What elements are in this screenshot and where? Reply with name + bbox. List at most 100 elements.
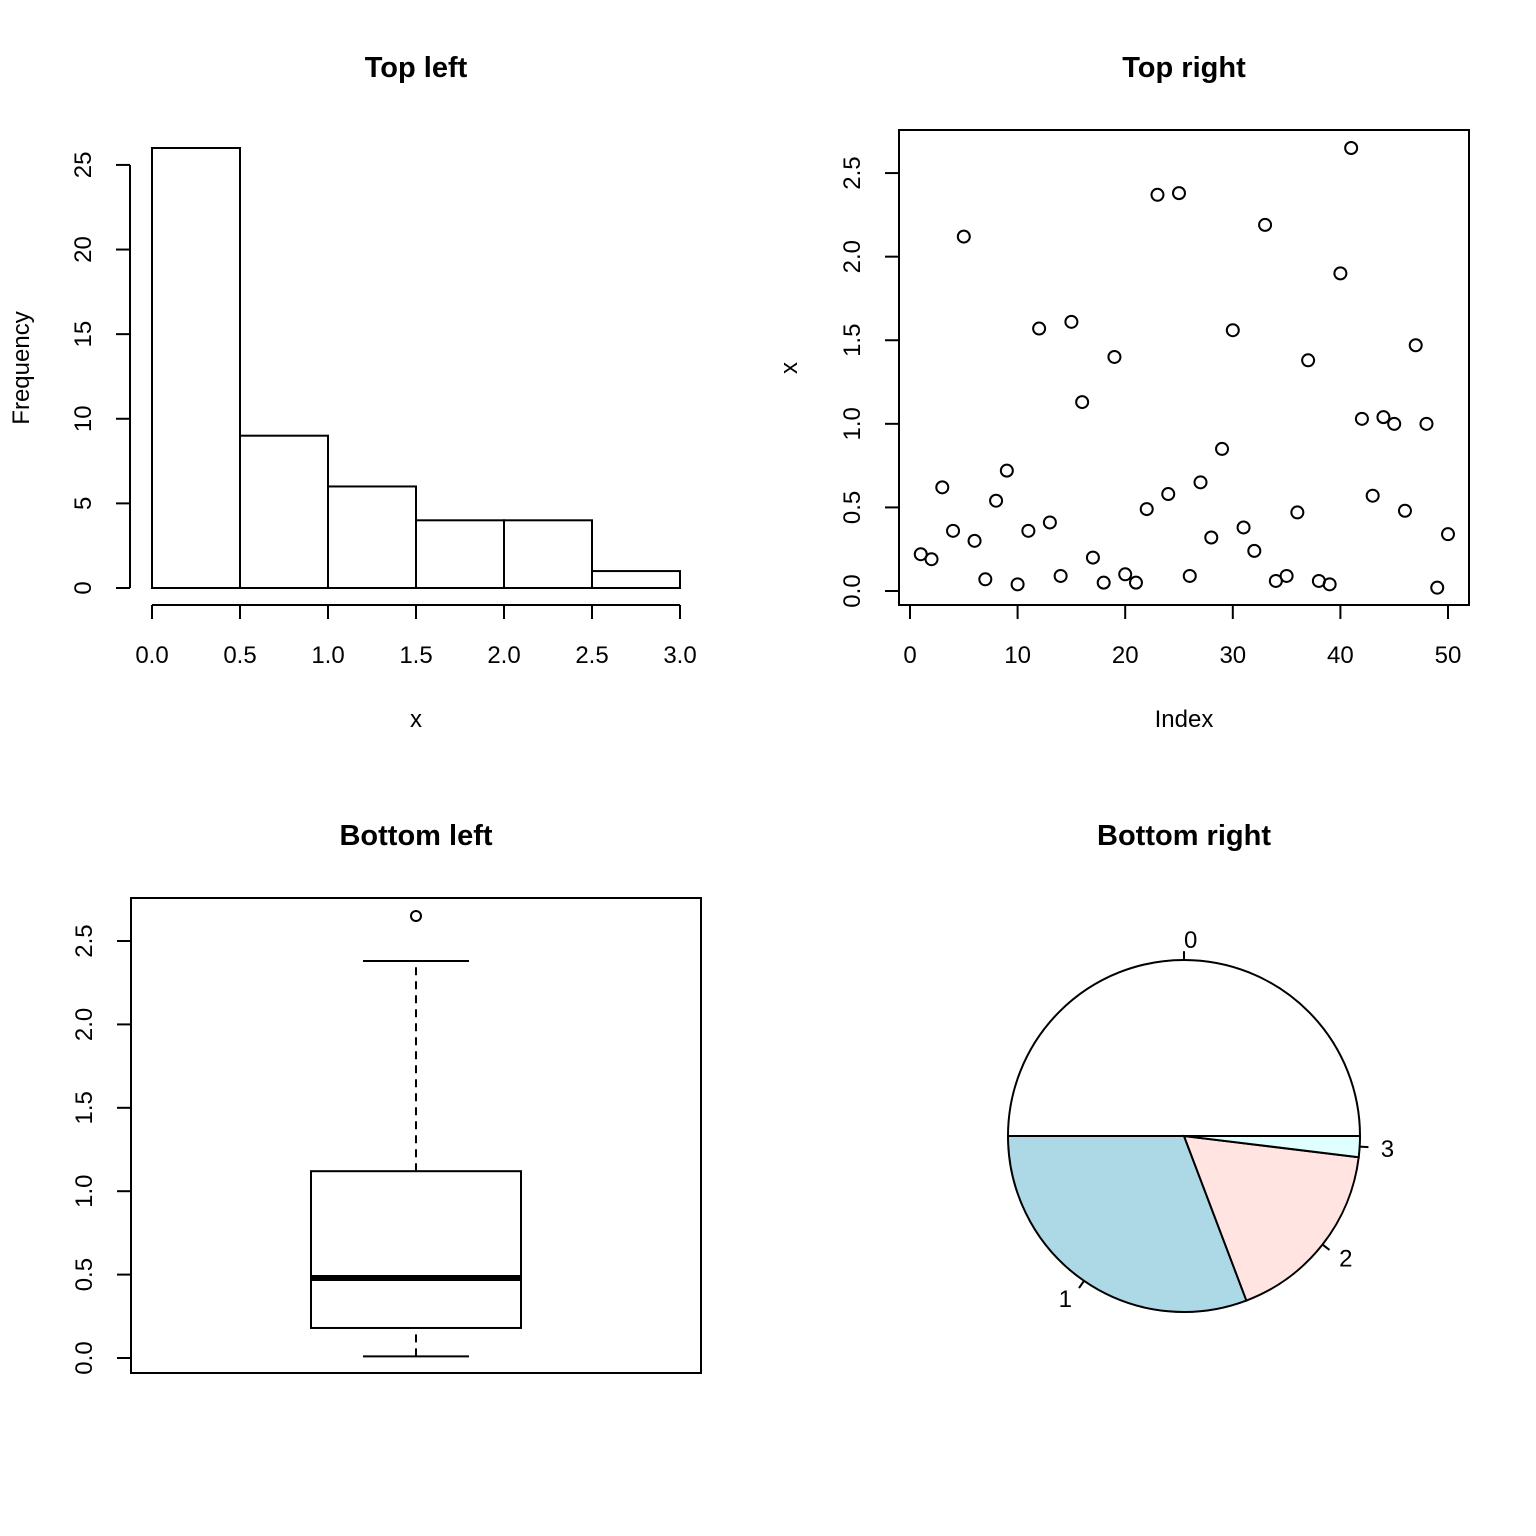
scatter-point (1215, 441, 1230, 456)
scatter-point (1150, 187, 1165, 202)
scatter-y-tick-label: 1.5 (839, 324, 866, 357)
scatter-point (1204, 530, 1219, 545)
scatter-point (1182, 568, 1197, 583)
scatter-y-tick-label: 2.0 (839, 240, 866, 273)
scatter-point (1107, 349, 1122, 364)
scatter-x-label: Index (1155, 706, 1214, 733)
scatter-x-tick-label: 20 (1112, 642, 1139, 669)
scatter-point (1118, 567, 1133, 582)
scatter-point (1172, 186, 1186, 201)
boxplot-title: Bottom left (339, 820, 492, 852)
histogram-bars (151, 147, 681, 590)
pie-label-tick (1078, 1280, 1085, 1289)
scatter-point (1161, 487, 1176, 502)
scatter-point (1279, 568, 1294, 583)
histogram-y-tick-label: 5 (70, 497, 97, 510)
pie-title: Bottom right (1097, 820, 1271, 852)
boxplot-panel: Bottom left 0.0 0.5 1.0 1.5 2.0 2.5 (71, 820, 702, 1375)
histogram-bar (503, 519, 593, 589)
scatter-y-tick-label: 1.0 (839, 407, 866, 440)
scatter-x-tick-label: 40 (1327, 642, 1354, 669)
scatter-point (1053, 568, 1068, 583)
scatter-point (1139, 502, 1154, 517)
histogram-x-tick-label: 1.0 (311, 642, 344, 669)
scatter-y-tick-label: 0.0 (839, 574, 866, 607)
scatter-point (1354, 411, 1369, 426)
scatter-point (1193, 475, 1208, 490)
histogram-y-tick-label: 10 (70, 405, 97, 432)
scatter-x-tick-label: 50 (1435, 642, 1462, 669)
scatter-points (913, 141, 1455, 595)
pie-label: 3 (1381, 1136, 1394, 1163)
scatter-y-tick-label: 0.5 (839, 491, 866, 524)
pie-label: 1 (1059, 1286, 1072, 1313)
scatter-y-label: x (776, 362, 803, 374)
pie-label-tick (1359, 1145, 1369, 1149)
scatter-plot-frame (898, 129, 1470, 606)
histogram-bar (239, 434, 329, 590)
histogram-title: Top left (365, 52, 468, 84)
scatter-y-axis: 0.0 0.5 1.0 1.5 2.0 2.5 (839, 156, 900, 608)
histogram-x-tick-label: 0.0 (135, 642, 168, 669)
scatter-point (946, 523, 961, 538)
scatter-point (1064, 314, 1079, 329)
histogram-bar (327, 485, 417, 590)
scatter-point (967, 533, 982, 548)
scatter-point (1419, 416, 1434, 431)
scatter-point (1430, 580, 1445, 595)
histogram-y-tick-label: 15 (70, 321, 97, 348)
pie-labels: 0 1 2 3 (1059, 927, 1394, 1313)
scatter-point (1075, 395, 1090, 410)
scatter-point (1042, 515, 1057, 530)
scatter-point (1408, 338, 1423, 353)
boxplot-y-tick-label: 2.0 (71, 1008, 98, 1041)
scatter-point (1247, 543, 1262, 558)
scatter-x-axis: 0 10 20 30 40 50 (903, 604, 1462, 669)
boxplot-y-tick-label: 1.5 (71, 1091, 98, 1124)
pie-panel: Bottom right 0 1 2 3 (1006, 820, 1394, 1313)
scatter-panel: Top right 0 10 20 30 40 50 0.0 0.5 1.0 1.5 2.0 2.5… (776, 52, 1470, 733)
histogram-x-label: x (410, 706, 422, 733)
scatter-point (1236, 520, 1251, 535)
scatter-point (956, 229, 971, 244)
scatter-point (1096, 575, 1111, 590)
histogram-bar (151, 147, 241, 589)
boxplot-y-axis: 0.0 0.5 1.0 1.5 2.0 2.5 (71, 924, 132, 1375)
histogram-y-tick-label: 0 (70, 581, 97, 594)
histogram-x-axis: 0.0 0.5 1.0 1.5 2.0 2.5 3.0 (135, 604, 697, 669)
histogram-y-tick-label: 25 (70, 152, 97, 179)
histogram-y-label: Frequency (8, 311, 35, 424)
histogram-y-axis: 0 5 10 15 20 25 (70, 152, 131, 595)
pie-slice (1006, 959, 1362, 1137)
boxplot-box (310, 1170, 522, 1329)
scatter-point (1365, 488, 1380, 503)
scatter-point (1010, 577, 1025, 592)
scatter-point (1258, 217, 1273, 232)
scatter-point (1322, 577, 1337, 592)
scatter-point (1301, 353, 1316, 368)
scatter-point (935, 480, 950, 495)
scatter-point (1021, 523, 1036, 538)
scatter-point (999, 463, 1014, 478)
scatter-point (1290, 505, 1305, 520)
histogram-x-tick-label: 1.5 (399, 642, 432, 669)
boxplot-y-tick-label: 2.5 (71, 924, 98, 957)
boxplot-outlier (410, 910, 422, 922)
scatter-y-tick-label: 2.5 (839, 156, 866, 189)
pie-slice (1006, 1135, 1248, 1313)
pie-slice (1182, 1134, 1360, 1302)
scatter-point (1441, 527, 1455, 542)
scatter-x-tick-label: 0 (903, 642, 916, 669)
histogram-x-tick-label: 0.5 (223, 642, 256, 669)
scatter-point (1085, 550, 1100, 565)
scatter-point (1397, 503, 1412, 518)
pie-label: 2 (1339, 1246, 1352, 1273)
scatter-point (1344, 141, 1359, 155)
boxplot-y-tick-label: 1.0 (71, 1175, 98, 1208)
scatter-x-tick-label: 10 (1004, 642, 1031, 669)
pie-slices (1006, 959, 1362, 1313)
scatter-point (1387, 416, 1402, 431)
scatter-point (989, 493, 1004, 508)
histogram-x-tick-label: 2.0 (487, 642, 520, 669)
